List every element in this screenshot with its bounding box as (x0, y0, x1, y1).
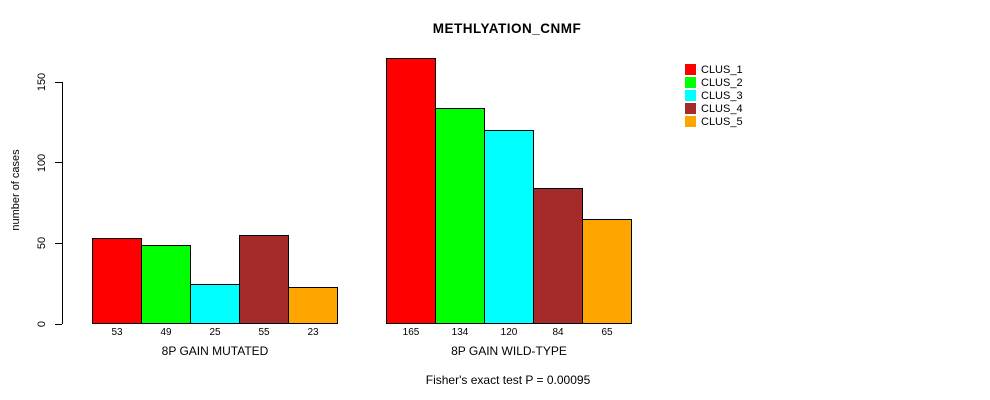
stat-annotation: Fisher's exact test P = 0.00095 (425, 373, 591, 387)
legend-label: CLUS_3 (701, 89, 743, 102)
bar-clus_4-group1 (239, 235, 289, 324)
bar-clus_2-group2 (435, 107, 485, 324)
group-label: 8P GAIN WILD-TYPE (451, 344, 567, 358)
bar-clus_1-group1 (92, 238, 142, 324)
bar-value-label: 134 (451, 327, 469, 338)
bar-clus_3-group1 (190, 283, 240, 324)
legend: CLUS_1 CLUS_2 CLUS_3 CLUS_4 CLUS_5 (685, 63, 743, 128)
bar-clus_1-group2 (386, 57, 436, 324)
bar-value-label: 23 (307, 327, 319, 338)
legend-label: CLUS_4 (701, 102, 743, 115)
legend-row: CLUS_1 (685, 63, 743, 76)
bar-value-label: 84 (552, 327, 564, 338)
bar-clus_5-group2 (582, 219, 632, 324)
legend-row: CLUS_5 (685, 115, 743, 128)
legend-swatch-icon (685, 64, 696, 75)
y-tick (55, 242, 62, 244)
chart-title: METHLYATION_CNMF (432, 21, 582, 36)
bar-value-label: 25 (209, 327, 221, 338)
y-axis-line (62, 82, 63, 324)
bar-clus_2-group1 (141, 244, 191, 324)
bar-value-label: 165 (402, 327, 420, 338)
y-tick (55, 81, 62, 83)
group-label: 8P GAIN MUTATED (161, 344, 269, 358)
legend-row: CLUS_4 (685, 102, 743, 115)
bar-value-label: 55 (258, 327, 270, 338)
y-tick-label: 50 (36, 237, 48, 250)
bar-value-label: 49 (160, 327, 172, 338)
bar-value-label: 65 (601, 327, 613, 338)
bar-clus_4-group2 (533, 188, 583, 324)
bar-value-label: 120 (500, 327, 518, 338)
y-tick (55, 323, 62, 325)
legend-swatch-icon (685, 103, 696, 114)
bar-clus_3-group2 (484, 130, 534, 324)
y-tick-label: 100 (36, 153, 48, 172)
bar-value-label: 53 (111, 327, 123, 338)
legend-row: CLUS_2 (685, 76, 743, 89)
legend-label: CLUS_5 (701, 115, 743, 128)
legend-swatch-icon (685, 90, 696, 101)
y-tick-label: 0 (36, 320, 48, 328)
y-tick-label: 150 (36, 72, 48, 92)
legend-swatch-icon (685, 77, 696, 88)
bar-clus_5-group1 (288, 286, 338, 324)
y-axis-label: number of cases (10, 149, 22, 231)
legend-label: CLUS_2 (701, 76, 743, 89)
legend-row: CLUS_3 (685, 89, 743, 102)
legend-label: CLUS_1 (701, 63, 743, 76)
legend-swatch-icon (685, 116, 696, 127)
y-tick (55, 162, 62, 164)
